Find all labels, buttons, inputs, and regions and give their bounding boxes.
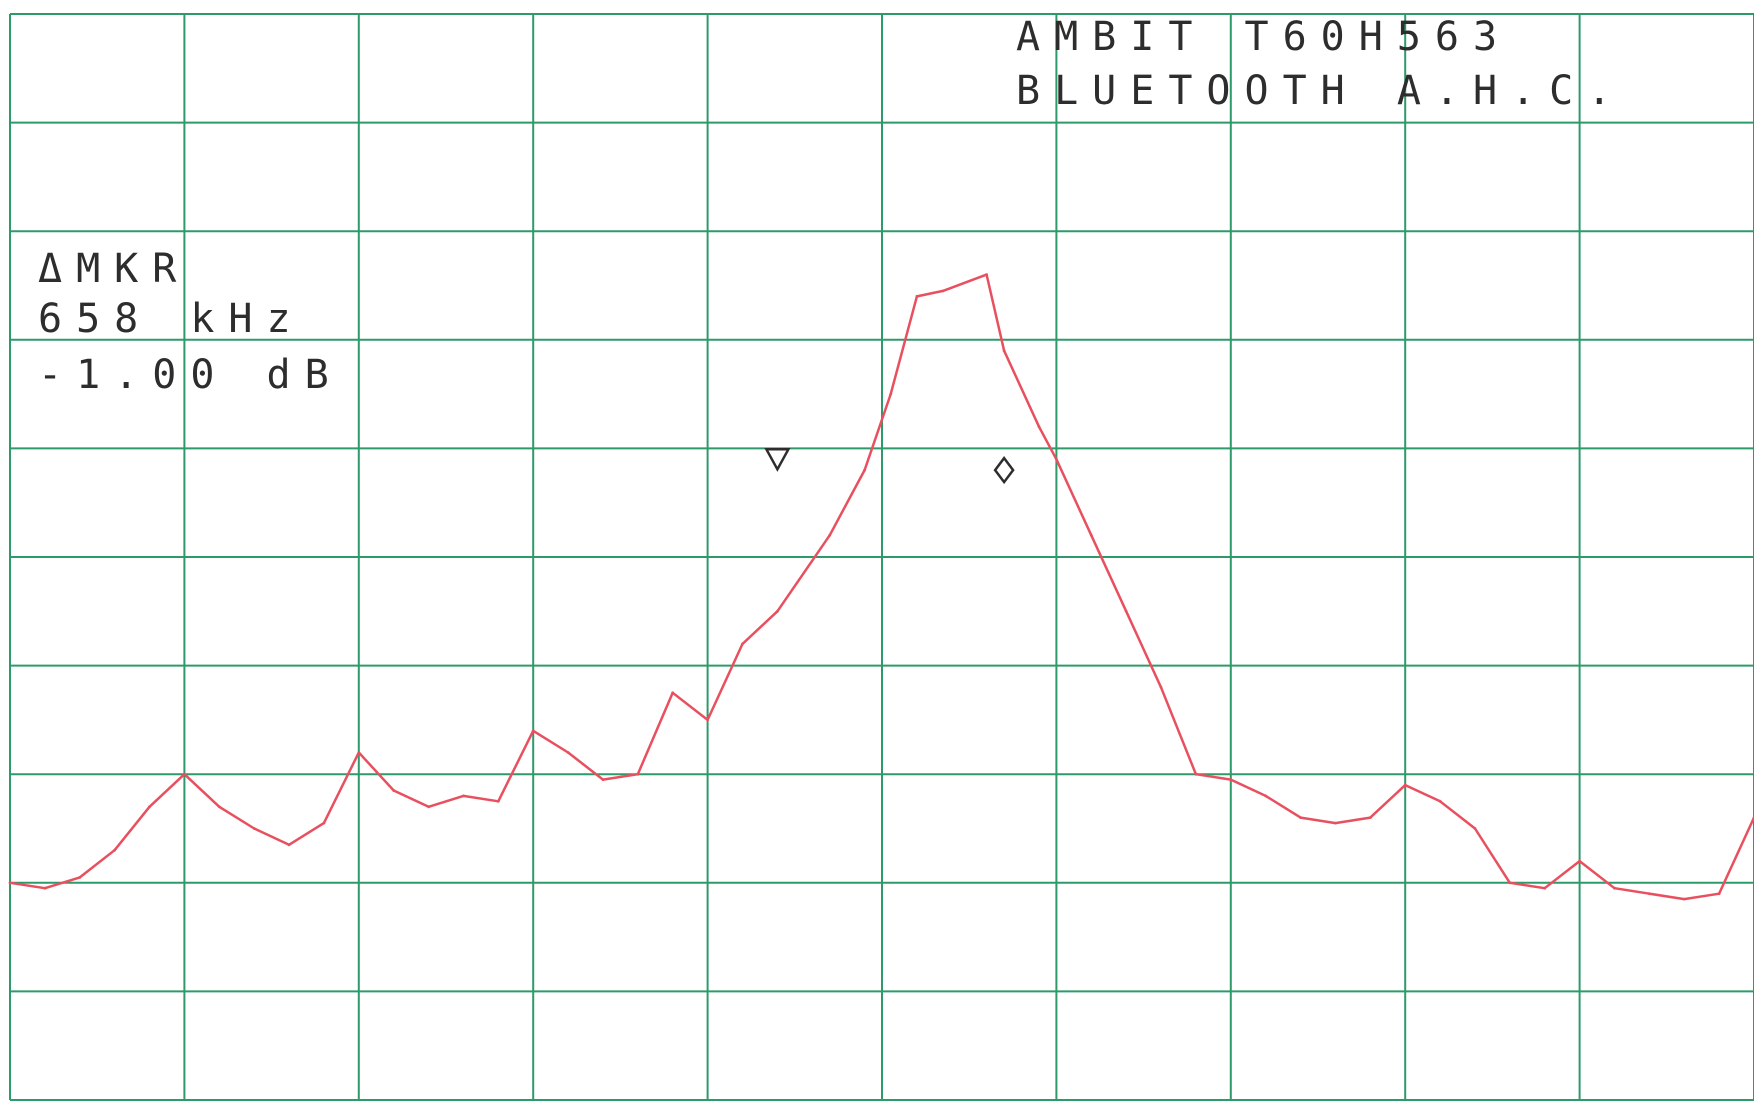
- data-point: [1055, 457, 1058, 461]
- data-point: [217, 805, 221, 809]
- data-point: [1717, 892, 1721, 896]
- data-point: [1124, 609, 1128, 613]
- data-point: [941, 289, 945, 293]
- data-point: [1613, 886, 1616, 890]
- data-point: [427, 805, 430, 809]
- data-point: [1264, 794, 1268, 798]
- data-point: [1682, 897, 1686, 901]
- marker-frequency: 658 kHz: [38, 296, 305, 342]
- data-point: [287, 843, 291, 847]
- marker-level: -1.00 dB: [38, 352, 343, 398]
- marker-diamond-icon: [993, 456, 1015, 485]
- marker-layer: [764, 448, 1015, 485]
- data-point: [889, 392, 893, 396]
- data-point: [863, 468, 866, 472]
- trace-layer: [8, 273, 1754, 901]
- data-point: [43, 886, 47, 890]
- header-line-2: BLUETOOTH A.H.C.: [1016, 68, 1625, 114]
- data-point: [1229, 778, 1233, 781]
- data-point: [671, 691, 675, 695]
- series-line: [9, 273, 1754, 901]
- data-point: [1578, 859, 1581, 863]
- data-point: [566, 751, 570, 754]
- marker-label: ΔMKR: [38, 246, 190, 292]
- data-point: [252, 827, 256, 830]
- data-point: [392, 789, 396, 792]
- data-point: [1403, 783, 1407, 787]
- data-point: [531, 729, 535, 733]
- data-point: [1368, 816, 1372, 819]
- grid: [9, 13, 1754, 1101]
- data-point: [1543, 886, 1547, 890]
- data-point: [985, 273, 988, 276]
- data-point: [8, 881, 12, 885]
- data-point: [828, 533, 832, 537]
- marker-triangle-icon: [764, 448, 791, 472]
- data-point: [322, 821, 326, 825]
- data-point: [1334, 821, 1337, 825]
- data-point: [1002, 349, 1006, 353]
- data-point: [915, 295, 919, 298]
- data-point: [601, 778, 605, 781]
- data-point: [1194, 772, 1198, 776]
- data-point: [636, 772, 640, 776]
- data-point: [1159, 685, 1163, 689]
- data-point: [741, 642, 744, 646]
- data-point: [78, 876, 82, 879]
- data-point: [462, 794, 465, 798]
- data-point: [496, 799, 500, 803]
- data-point: [1648, 892, 1651, 896]
- data-point: [1089, 533, 1093, 537]
- data-point: [183, 772, 186, 776]
- data-point: [1508, 881, 1512, 885]
- data-point: [706, 718, 709, 722]
- data-point: [776, 609, 779, 613]
- data-point: [1473, 827, 1477, 830]
- data-point: [1438, 799, 1442, 803]
- data-point: [1037, 425, 1041, 429]
- data-point: [148, 805, 151, 809]
- data-point: [357, 751, 361, 754]
- data-point: [1299, 816, 1302, 819]
- header-line-1: AMBIT T60H563: [1016, 14, 1511, 60]
- data-point: [113, 848, 116, 852]
